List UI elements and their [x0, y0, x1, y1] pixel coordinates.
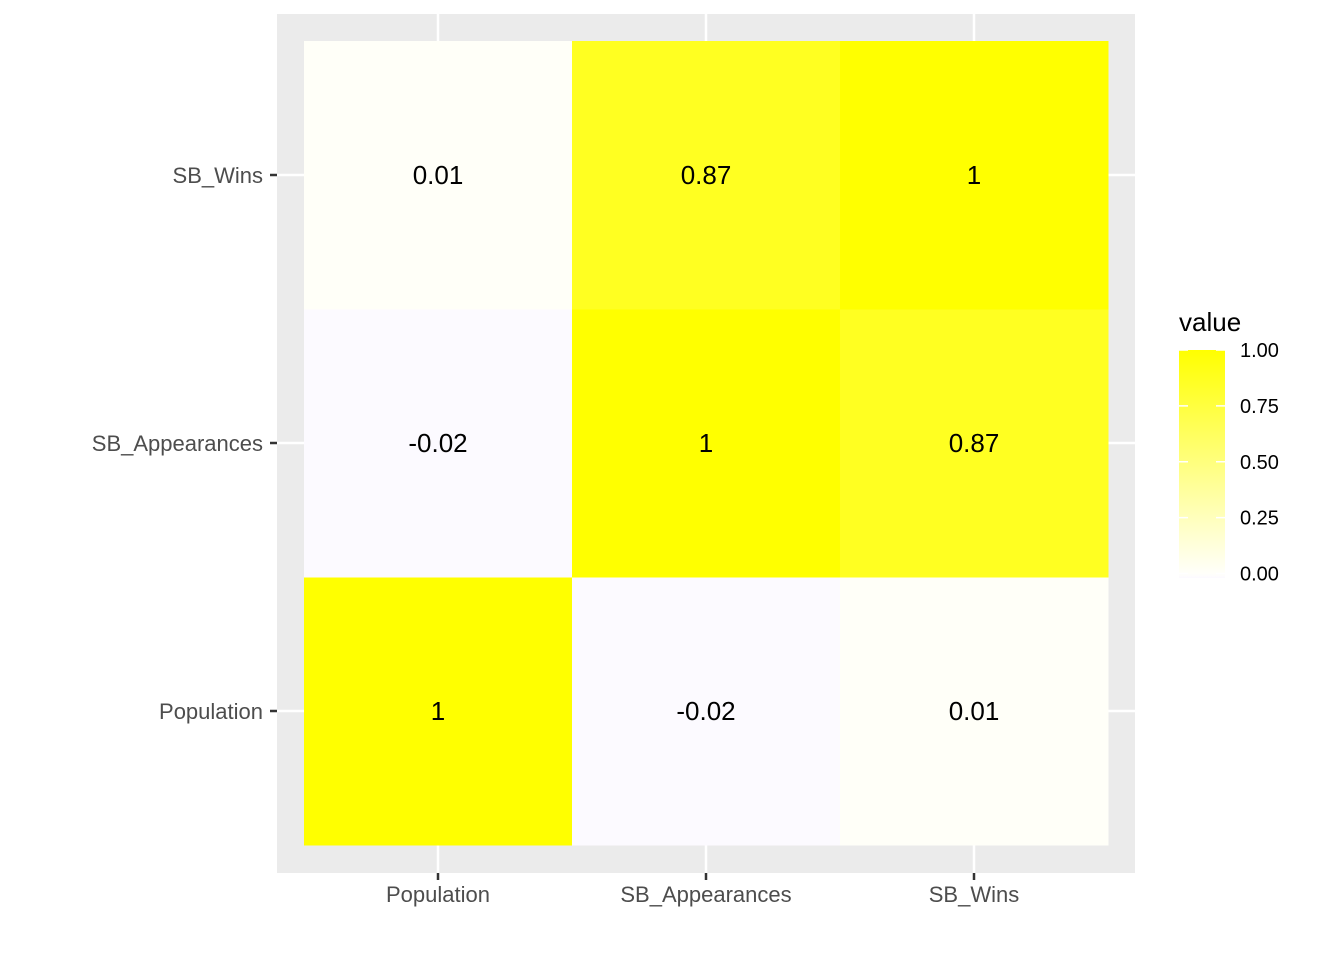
legend: value 1.00 0.75 0.50 0.25 0.00 [1179, 307, 1279, 586]
legend-tick-label: 0.25 [1240, 508, 1279, 530]
cell-value-label: 0.87 [949, 428, 1000, 458]
legend-ticks: 1.00 0.75 0.50 0.25 0.00 [1179, 340, 1279, 586]
heatmap-cells [304, 41, 1109, 846]
legend-title: value [1179, 307, 1241, 337]
heatmap-cell [304, 577, 573, 846]
cell-value-label: -0.02 [676, 696, 735, 726]
legend-tick-label: 0.75 [1240, 396, 1279, 418]
heatmap-cell [840, 309, 1109, 578]
heatmap-cell [304, 309, 573, 578]
y-tick-label: SB_Appearances [92, 431, 263, 456]
cell-value-label: 1 [967, 160, 981, 190]
heatmap-cell [572, 577, 841, 846]
legend-tick-label: 0.50 [1240, 452, 1279, 474]
cell-value-label: 0.87 [681, 160, 732, 190]
heatmap-cell [572, 41, 841, 310]
y-axis: Population SB_Appearances SB_Wins [92, 163, 277, 724]
x-axis: Population SB_Appearances SB_Wins [386, 873, 1019, 907]
x-tick-label: SB_Appearances [620, 882, 791, 907]
y-tick-label: SB_Wins [173, 163, 263, 188]
legend-tick-label: 0.00 [1240, 564, 1279, 586]
cell-value-label: 1 [431, 696, 445, 726]
heatmap-cell [840, 41, 1109, 310]
cell-value-label: -0.02 [408, 428, 467, 458]
cell-value-label: 0.01 [413, 160, 464, 190]
heatmap-cell [840, 577, 1109, 846]
y-tick-label: Population [159, 699, 263, 724]
legend-colorbar [1179, 350, 1225, 578]
x-tick-label: SB_Wins [929, 882, 1019, 907]
legend-tick-label: 1.00 [1240, 340, 1279, 362]
cell-labels: 1 -0.02 0.01 -0.02 1 0.87 0.01 0.87 1 [408, 160, 999, 726]
cell-value-label: 0.01 [949, 696, 1000, 726]
x-tick-label: Population [386, 882, 490, 907]
heatmap-cell [572, 309, 841, 578]
cell-value-label: 1 [699, 428, 713, 458]
heatmap-cell [304, 41, 573, 310]
